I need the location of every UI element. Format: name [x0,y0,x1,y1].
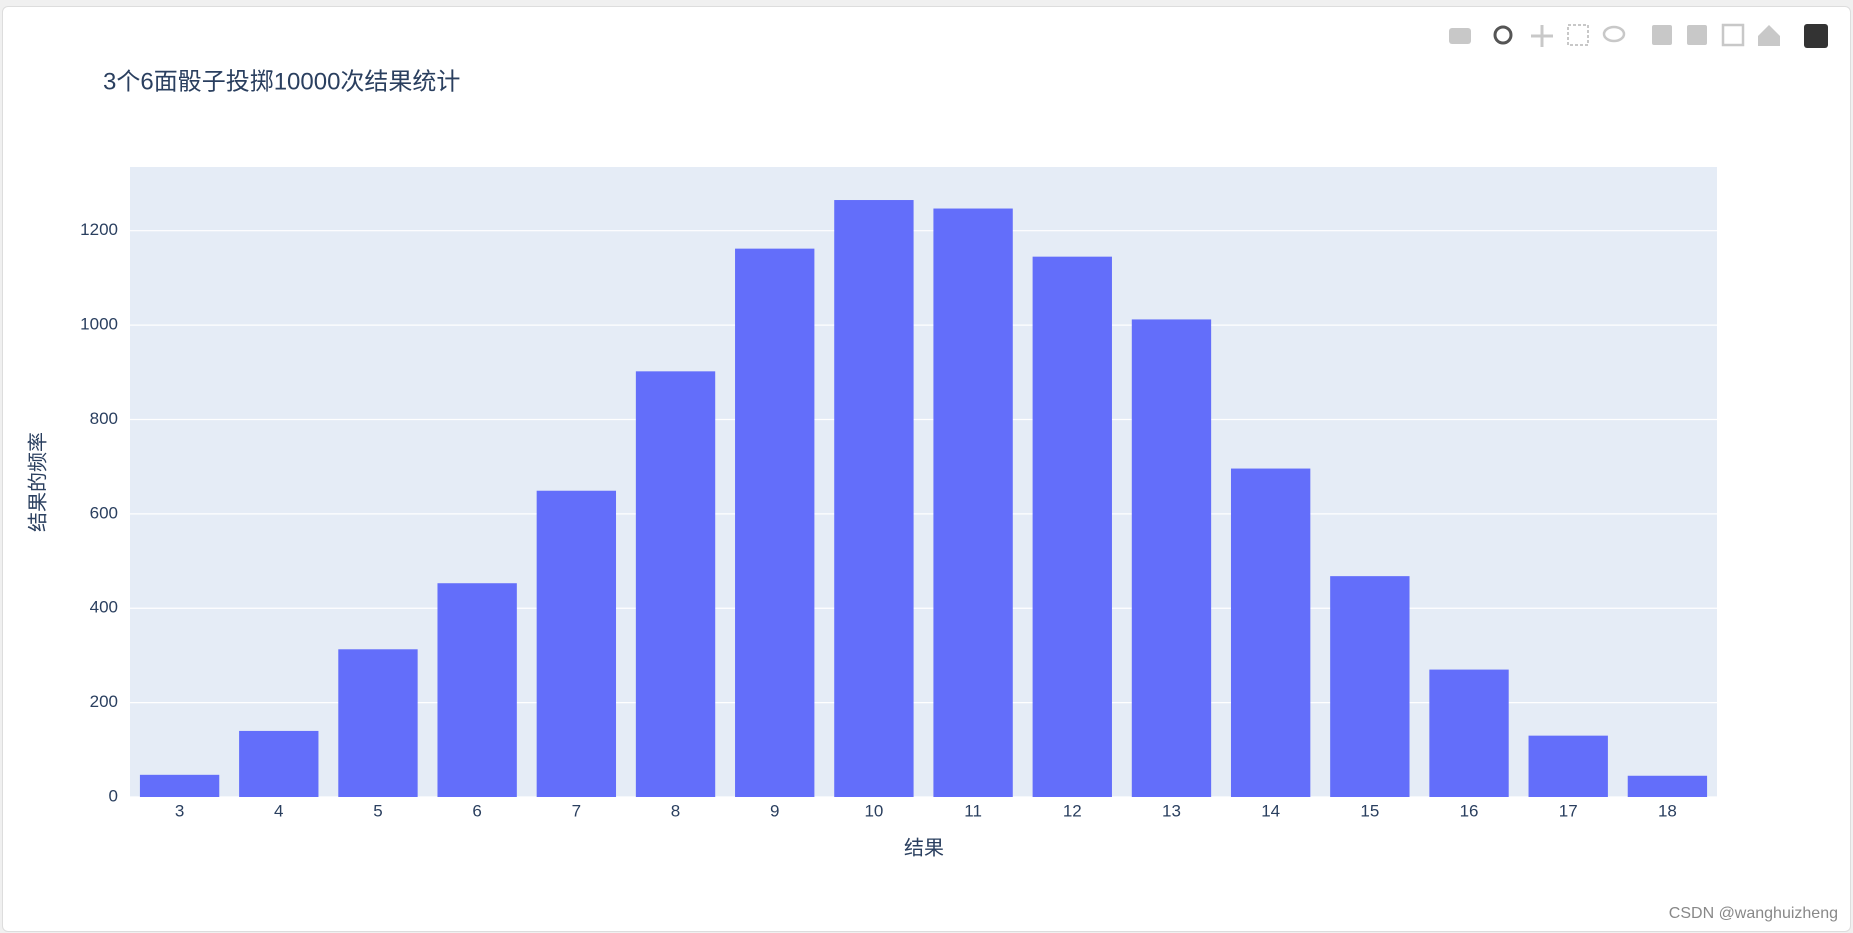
x-tick-label: 8 [671,801,680,820]
x-tick-label: 12 [1063,801,1082,820]
y-tick-label: 1000 [80,315,118,334]
pan-button[interactable] [1531,25,1553,47]
lasso-button[interactable] [1602,25,1626,43]
x-tick-label: 14 [1261,801,1280,820]
y-tick-label: 400 [90,598,118,617]
camera-button[interactable] [1449,28,1471,44]
bar [1429,669,1509,797]
zoom-in-button[interactable] [1652,25,1672,45]
x-tick-label: 9 [770,801,779,820]
bar [1131,319,1212,797]
bar [933,208,1013,798]
box-select-button[interactable] [1567,24,1589,46]
bar [437,583,517,797]
y-tick-label: 1200 [80,220,118,239]
watermark: CSDN @wanghuizheng [1669,905,1838,922]
x-tick-label: 5 [373,801,382,820]
y-tick-label: 600 [90,503,118,522]
x-tick-label: 6 [472,801,481,820]
x-tick-label: 10 [864,801,883,820]
x-tick-label: 15 [1360,801,1379,820]
y-axis-title: 结果的频率 [26,432,49,532]
x-tick-label: 16 [1460,801,1479,820]
y-tick-label: 800 [90,409,118,428]
x-tick-label: 7 [572,801,581,820]
bar [1330,576,1410,797]
x-tick-label: 18 [1658,801,1677,820]
x-tick-label: 17 [1559,801,1578,820]
y-tick-label: 200 [90,692,118,711]
y-tick-label: 0 [109,786,118,805]
bar [834,200,914,798]
bar [635,371,716,797]
bar [239,730,319,797]
plotly-logo[interactable] [1804,24,1828,48]
bar [1230,468,1311,797]
x-tick-label: 11 [964,801,982,820]
autoscale-button[interactable] [1721,23,1745,47]
modebar [1449,23,1828,48]
zoom-out-button[interactable] [1687,25,1707,45]
chart-title: 3个6面骰子投掷10000次结果统计 [103,68,460,95]
bar [536,490,617,797]
x-tick-label: 3 [175,801,184,820]
x-tick-label: 13 [1162,801,1181,820]
bar [1627,775,1708,797]
x-axis-title: 结果 [904,836,944,859]
bar [338,649,418,797]
bar [1528,735,1608,797]
x-tick-label: 4 [274,801,283,820]
zoom-button[interactable] [1493,25,1513,45]
reset-button[interactable] [1758,25,1780,46]
bar [1032,256,1112,797]
bar [735,248,815,797]
bar [139,774,220,797]
